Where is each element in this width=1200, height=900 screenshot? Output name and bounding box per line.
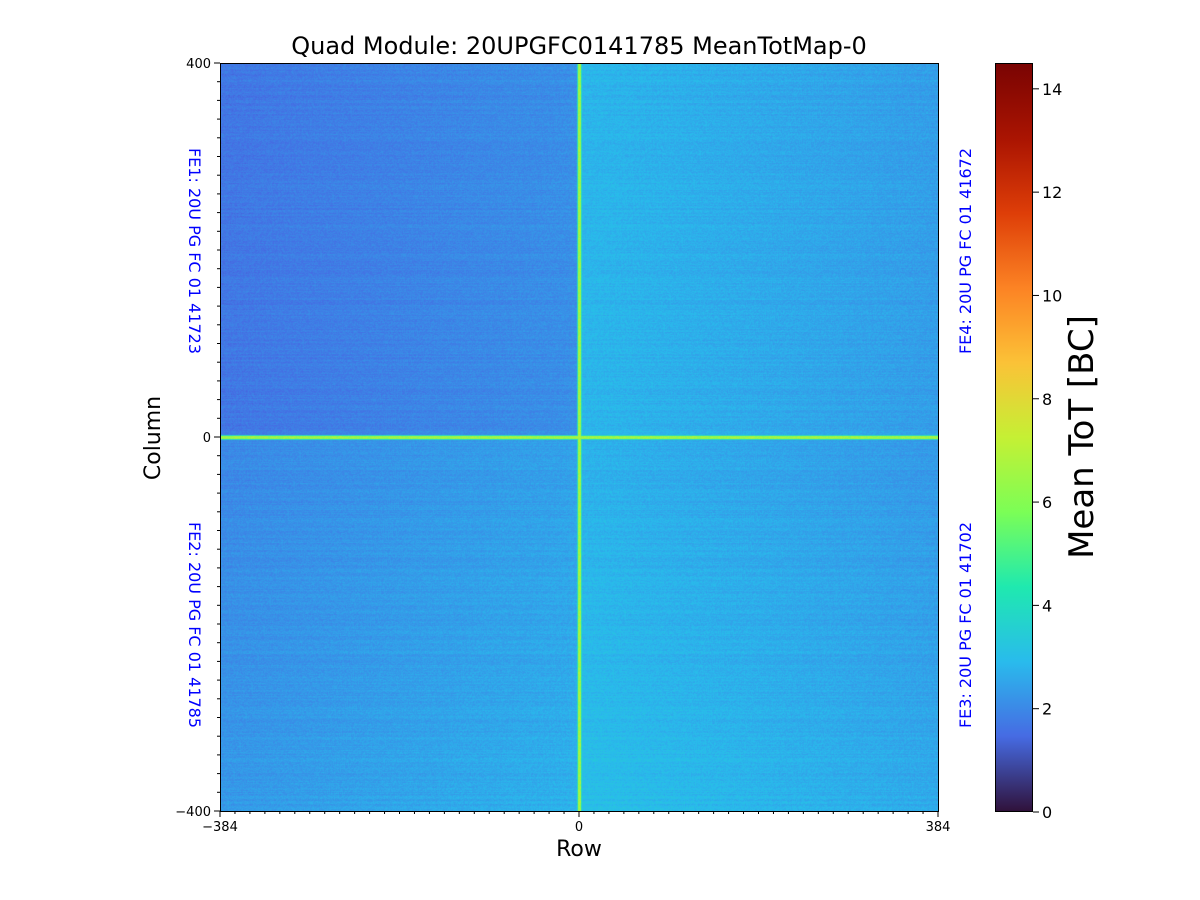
colorbar-label: Mean ToT [BC] (1062, 315, 1102, 559)
heatmap-canvas (220, 63, 938, 811)
x-tick-label: 384 (926, 820, 951, 835)
colorbar-tick-label: 8 (1042, 390, 1052, 409)
x-tick-label: −384 (202, 820, 238, 835)
colorbar-tick-label: 4 (1042, 596, 1052, 615)
fe4-label: FE4: 20U PG FC 01 41672 (956, 147, 975, 355)
x-axis-label: Row (556, 837, 602, 862)
colorbar-tick-label: 10 (1042, 286, 1062, 305)
y-tick-label: 0 (203, 431, 211, 446)
colorbar (995, 63, 1033, 812)
y-axis-label: Column (141, 395, 166, 481)
colorbar-tick-label: 6 (1042, 493, 1052, 512)
colorbar-tick-label: 12 (1042, 183, 1062, 202)
heatmap (220, 63, 938, 811)
y-tick-label: 400 (186, 57, 211, 72)
x-tick-label: 0 (575, 820, 583, 835)
colorbar-tick-label: 2 (1042, 700, 1052, 719)
colorbar-tick-label: 14 (1042, 80, 1062, 99)
y-tick-label: −400 (175, 805, 211, 820)
fe1-label: FE1: 20U PG FC 01 41723 (185, 147, 204, 355)
chart-title: Quad Module: 20UPGFC0141785 MeanTotMap-0 (291, 32, 867, 60)
colorbar-tick-label: 0 (1042, 803, 1052, 822)
fe3-label: FE3: 20U PG FC 01 41702 (956, 521, 975, 729)
fe2-label: FE2: 20U PG FC 01 41785 (185, 521, 204, 729)
